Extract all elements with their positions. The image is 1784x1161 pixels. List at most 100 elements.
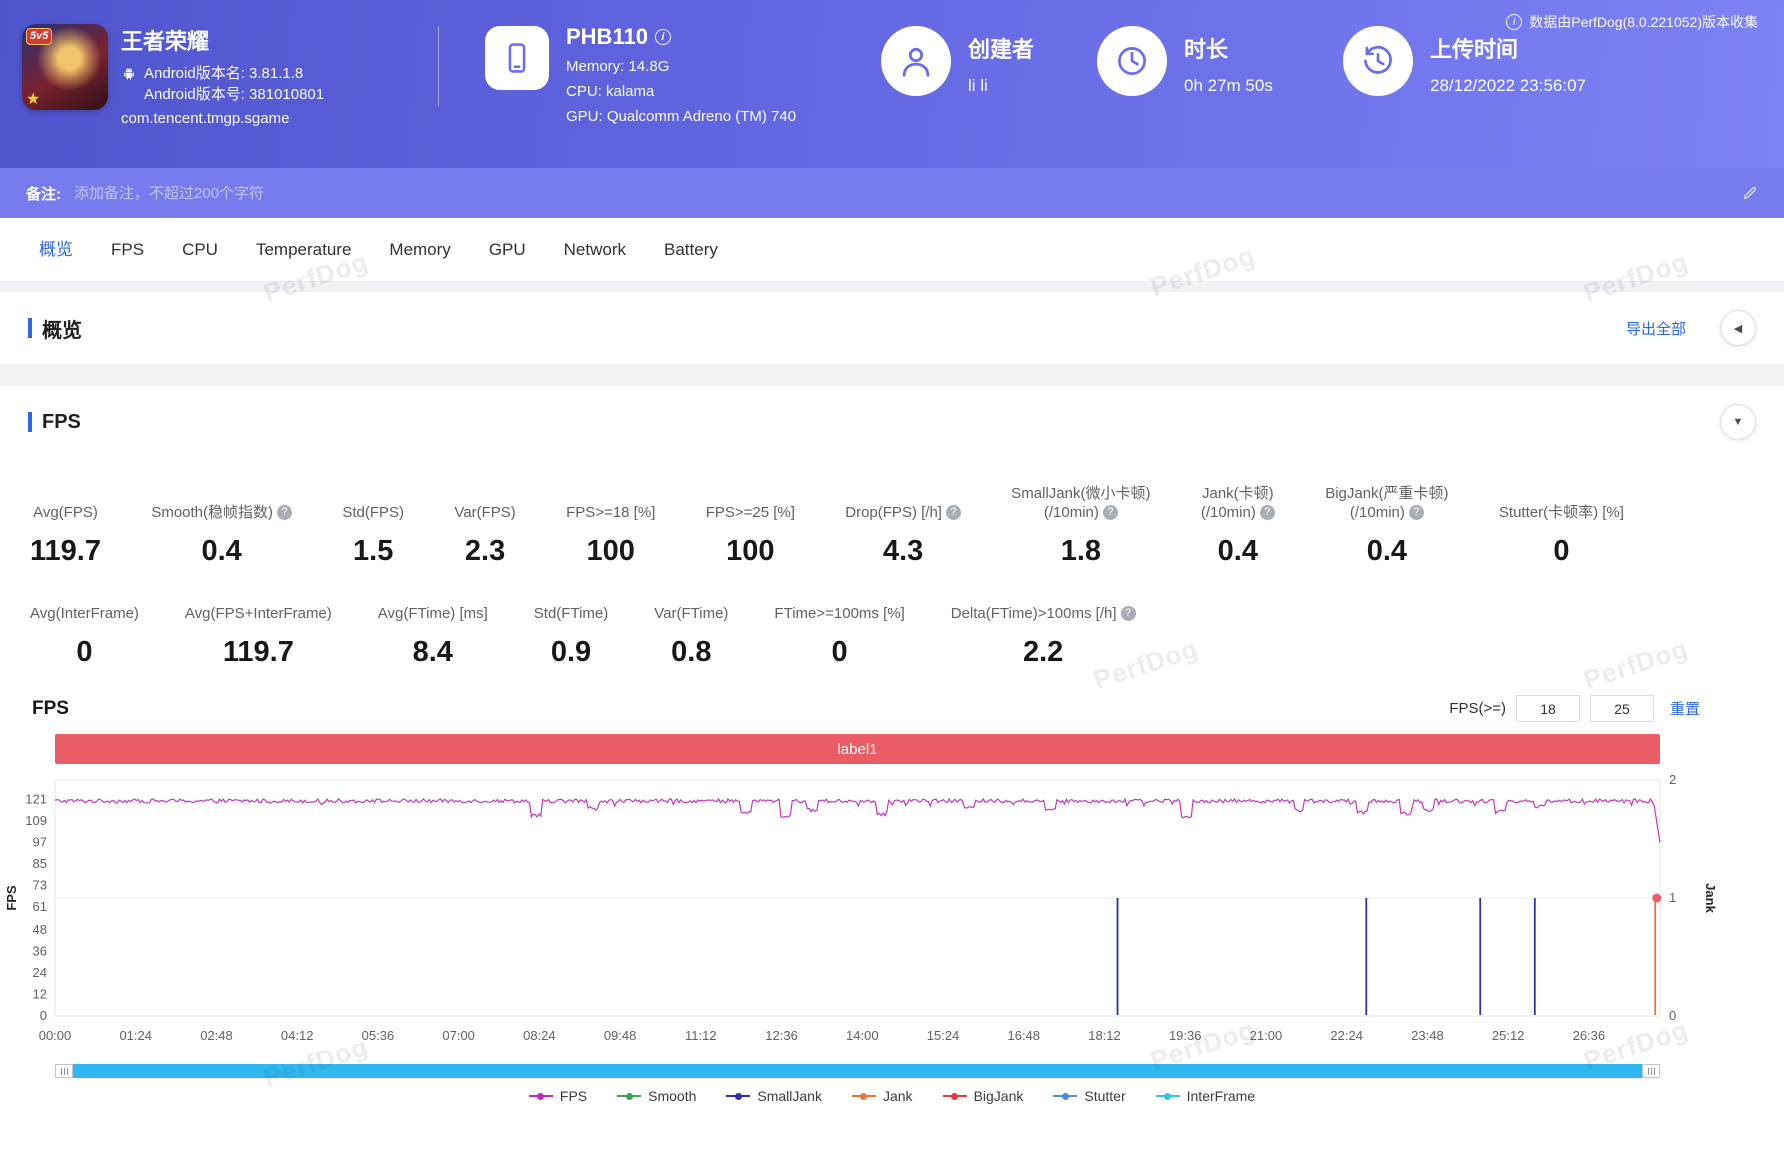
svg-text:25:12: 25:12	[1492, 1028, 1525, 1043]
svg-text:07:00: 07:00	[442, 1028, 475, 1043]
legend-marker-icon	[1155, 1092, 1180, 1100]
collector-note-text: 数据由PerfDog(8.0.221052)版本收集	[1529, 14, 1758, 30]
metric-smalljank: SmallJank(微小卡顿) (/10min)? 1.8	[1011, 484, 1150, 568]
metric-value: 0.8	[671, 636, 712, 668]
app-title: 王者荣耀	[121, 29, 210, 54]
person-icon	[881, 26, 951, 96]
legend-label: FPS	[559, 1088, 588, 1104]
legend-smalljank[interactable]: SmallJank	[726, 1088, 822, 1104]
metric-label: Avg(FTime) [ms]	[377, 605, 488, 622]
legend-interframe[interactable]: InterFrame	[1155, 1088, 1255, 1104]
duration-block: 时长 0h 27m 50s	[1097, 24, 1297, 96]
help-icon[interactable]: ?	[1120, 606, 1136, 621]
metric-avg-fps: Avg(FPS) 119.7	[30, 503, 101, 568]
metric-label: Smooth(稳帧指数)	[151, 504, 274, 521]
legend-marker-icon	[942, 1092, 967, 1100]
collapse-down-icon[interactable]: ▼	[1720, 404, 1756, 440]
legend-bigjank[interactable]: BigJank	[942, 1088, 1024, 1104]
tab-memory[interactable]: Memory	[389, 239, 451, 259]
legend-jank[interactable]: Jank	[851, 1088, 913, 1104]
app-version-name: Android版本名: 3.81.1.8	[144, 65, 304, 82]
tab-temperature[interactable]: Temperature	[255, 239, 352, 259]
legend-stutter[interactable]: Stutter	[1053, 1088, 1126, 1104]
svg-text:02:48: 02:48	[200, 1028, 233, 1043]
tab-gpu[interactable]: GPU	[488, 239, 526, 259]
svg-text:2: 2	[1669, 772, 1676, 787]
metric-avg-fps-interframe: Avg(FPS+InterFrame) 119.7	[185, 604, 332, 669]
help-icon[interactable]: ?	[1259, 505, 1275, 520]
metric-value: 100	[586, 535, 635, 567]
svg-text:12:36: 12:36	[765, 1028, 798, 1043]
svg-text:0: 0	[40, 1008, 47, 1023]
collector-note: i 数据由PerfDog(8.0.221052)版本收集	[1506, 12, 1758, 32]
chart-band-label: label1	[55, 734, 1660, 764]
chart-legend: FPS Smooth SmallJank Jank BigJank Stutter Inte…	[0, 1088, 1784, 1104]
help-icon[interactable]: ?	[945, 505, 961, 520]
metric-value: 2.3	[464, 535, 506, 567]
collapse-left-icon[interactable]: ◀	[1720, 310, 1756, 346]
metric-stutter: Stutter(卡顿率) [%] 0	[1499, 503, 1624, 568]
svg-text:00:00: 00:00	[39, 1028, 72, 1043]
chart-scrollbar[interactable]	[55, 1064, 1660, 1078]
edit-pencil-icon[interactable]	[1742, 185, 1758, 201]
svg-text:05:36: 05:36	[362, 1028, 395, 1043]
legend-fps[interactable]: FPS	[528, 1088, 588, 1104]
metric-label: SmallJank(微小卡顿)	[1011, 485, 1151, 502]
tab-fps[interactable]: FPS	[111, 239, 145, 259]
scrollbar-left-handle[interactable]	[55, 1064, 73, 1078]
metric-sublabel: (/10min)	[1200, 504, 1256, 521]
metric-label: Var(FPS)	[454, 504, 516, 521]
overview-title: 概览	[42, 319, 82, 342]
metric-label: Jank(卡顿)	[1201, 485, 1274, 502]
device-info-icon[interactable]: i	[654, 29, 671, 45]
help-icon[interactable]: ?	[1408, 505, 1424, 520]
metric-label: Var(FTime)	[654, 605, 729, 622]
metric-value: 2.2	[1022, 636, 1064, 668]
metric-avg-interframe: Avg(InterFrame) 0	[30, 604, 139, 669]
svg-text:48: 48	[33, 922, 47, 937]
metric-label: BigJank(严重卡顿)	[1325, 485, 1449, 502]
scrollbar-right-handle[interactable]	[1642, 1064, 1660, 1078]
svg-text:FPS: FPS	[4, 885, 19, 911]
fps-card: FPS ▼ Avg(FPS) 119.7 Smooth(稳帧指数)? 0.4 Std(F…	[0, 386, 1784, 1161]
help-icon[interactable]: ?	[1102, 505, 1118, 520]
tab-battery[interactable]: Battery	[664, 239, 718, 259]
upload-block: 上传时间 28/12/2022 23:56:07	[1343, 24, 1586, 96]
page: 概览 导出全部 ◀ FPS ▼ Avg(FPS) 119.7 Smooth(稳帧指数…	[0, 282, 1784, 1161]
svg-text:85: 85	[33, 856, 47, 871]
legend-marker-icon	[528, 1092, 553, 1100]
note-input[interactable]	[74, 184, 1729, 202]
fps-threshold-low-input[interactable]	[1515, 695, 1580, 722]
metric-label: Delta(FTime)>100ms [/h]	[950, 605, 1117, 622]
metric-std-ftime: Std(FTime) 0.9	[534, 604, 608, 669]
metric-value: 0.4	[1217, 535, 1258, 567]
metric-var-fps: Var(FPS) 2.3	[454, 503, 515, 568]
legend-smooth[interactable]: Smooth	[617, 1088, 696, 1104]
svg-text:19:36: 19:36	[1169, 1028, 1202, 1043]
app-version-code: Android版本号: 381010801	[144, 86, 325, 103]
legend-label: BigJank	[973, 1088, 1024, 1104]
metric-value: 0.4	[1366, 535, 1408, 567]
svg-text:97: 97	[33, 835, 47, 850]
tab-network[interactable]: Network	[563, 239, 627, 259]
reset-link[interactable]: 重置	[1669, 701, 1700, 718]
header-divider	[438, 26, 439, 106]
svg-text:26:36: 26:36	[1573, 1028, 1606, 1043]
fps-chart-title: FPS	[32, 697, 69, 719]
tab-cpu[interactable]: CPU	[182, 239, 218, 259]
svg-text:01:24: 01:24	[119, 1028, 152, 1043]
metric-label: FPS>=18 [%]	[566, 504, 656, 521]
export-all-link[interactable]: 导出全部	[1625, 320, 1686, 338]
creator-label: 创建者	[968, 37, 1035, 62]
metric-label: Std(FTime)	[533, 605, 609, 622]
device-cpu: CPU: kalama	[566, 83, 655, 100]
metric-value: 0	[76, 636, 93, 668]
legend-label: Stutter	[1084, 1088, 1126, 1104]
help-icon[interactable]: ?	[277, 505, 293, 520]
fps-threshold-high-input[interactable]	[1589, 695, 1654, 722]
svg-text:121: 121	[25, 792, 47, 807]
note-bar: 备注:	[0, 168, 1784, 218]
tab-overview[interactable]: 概览	[39, 239, 73, 259]
device-memory: Memory: 14.8G	[566, 58, 670, 75]
